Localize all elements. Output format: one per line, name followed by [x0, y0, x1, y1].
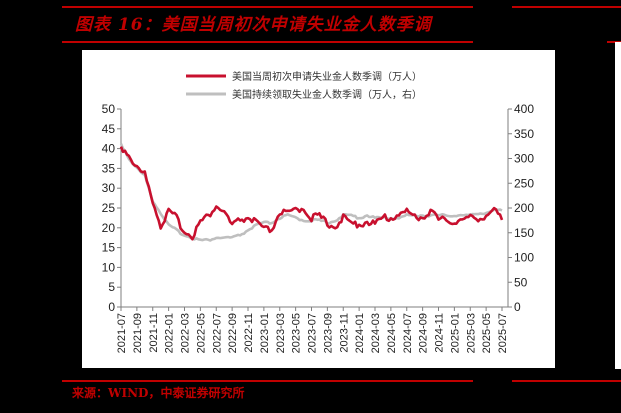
x-tick-label: 2023-01 [259, 313, 271, 353]
right-tick-label: 250 [514, 176, 534, 190]
x-tick-label: 2024-05 [386, 313, 398, 353]
x-tick-label: 2024-03 [370, 313, 382, 353]
x-tick-label: 2024-07 [402, 313, 414, 353]
x-tick-label: 2021-09 [132, 313, 144, 353]
x-tick-label: 2024-11 [434, 313, 446, 353]
title-top-rule [62, 6, 473, 8]
x-tick-label: 2024-09 [418, 313, 430, 353]
chart-panel: 美国当周初次申请失业金人数季调（万人） 美国持续领取失业金人数季调（万人，右） 0 5… [82, 50, 555, 368]
left-tick-label: 20 [102, 221, 116, 235]
right-tick-label: 150 [514, 226, 534, 240]
adjacent-panel-edge [615, 42, 621, 369]
source-note: 来源：WIND，中泰证券研究所 [72, 386, 245, 400]
left-tick-label: 30 [102, 181, 116, 195]
x-tick-label: 2025-03 [465, 313, 477, 353]
x-tick-label: 2023-05 [291, 313, 303, 353]
title-bottom-rule-right [607, 41, 621, 43]
right-tick-label: 300 [514, 152, 534, 166]
left-tick-label: 10 [102, 260, 116, 274]
x-tick-label: 2025-07 [497, 313, 509, 353]
chart-legend: 美国当周初次申请失业金人数季调（万人） 美国持续领取失业金人数季调（万人，右） [186, 70, 422, 101]
right-tick-label: 200 [514, 201, 534, 215]
left-tick-label: 5 [108, 280, 115, 294]
left-tick-label: 15 [102, 241, 116, 255]
x-tick-label: 2022-01 [164, 313, 176, 353]
x-tick-label: 2023-09 [322, 313, 334, 353]
title-top-rule-right [512, 6, 621, 8]
left-tick-label: 45 [102, 122, 116, 136]
x-tick-label: 2023-11 [338, 313, 350, 353]
figure-title: 图表 16：美国当周初次申请失业金人数季调 [75, 15, 432, 35]
series-continuing-claims-line [119, 143, 503, 242]
x-tick-label: 2023-03 [275, 313, 287, 353]
x-tick-label: 2025-01 [449, 313, 461, 353]
x-tick-label: 2022-05 [195, 313, 207, 353]
x-tick-label: 2024-01 [354, 313, 366, 353]
legend-label: 美国当周初次申请失业金人数季调（万人） [232, 70, 422, 83]
line-chart: 美国当周初次申请失业金人数季调（万人） 美国持续领取失业金人数季调（万人，右） 0 5… [102, 70, 535, 353]
x-tick-label: 2022-11 [243, 313, 255, 353]
right-tick-label: 100 [514, 251, 534, 265]
left-tick-label: 50 [102, 102, 116, 116]
x-tick-label: 2023-07 [307, 313, 319, 353]
x-tick-label: 2022-07 [211, 313, 223, 353]
x-tick-label: 2022-03 [180, 313, 192, 353]
title-bottom-rule [62, 41, 473, 43]
right-tick-label: 50 [514, 275, 528, 289]
series-initial-claims-line [119, 146, 504, 241]
left-tick-label: 40 [102, 142, 116, 156]
legend-label: 美国持续领取失业金人数季调（万人，右） [232, 88, 422, 101]
left-tick-label: 25 [102, 201, 116, 215]
right-tick-label: 350 [514, 127, 534, 141]
left-tick-label: 35 [102, 161, 116, 175]
x-tick-label: 2021-07 [116, 313, 128, 353]
source-rule-right [512, 380, 621, 382]
right-tick-label: 0 [514, 300, 521, 314]
source-rule [62, 380, 473, 382]
left-tick-label: 0 [108, 300, 115, 314]
right-tick-label: 400 [514, 102, 534, 116]
x-tick-label: 2021-11 [148, 313, 160, 353]
x-tick-label: 2025-05 [481, 313, 493, 353]
x-tick-label: 2022-09 [227, 313, 239, 353]
